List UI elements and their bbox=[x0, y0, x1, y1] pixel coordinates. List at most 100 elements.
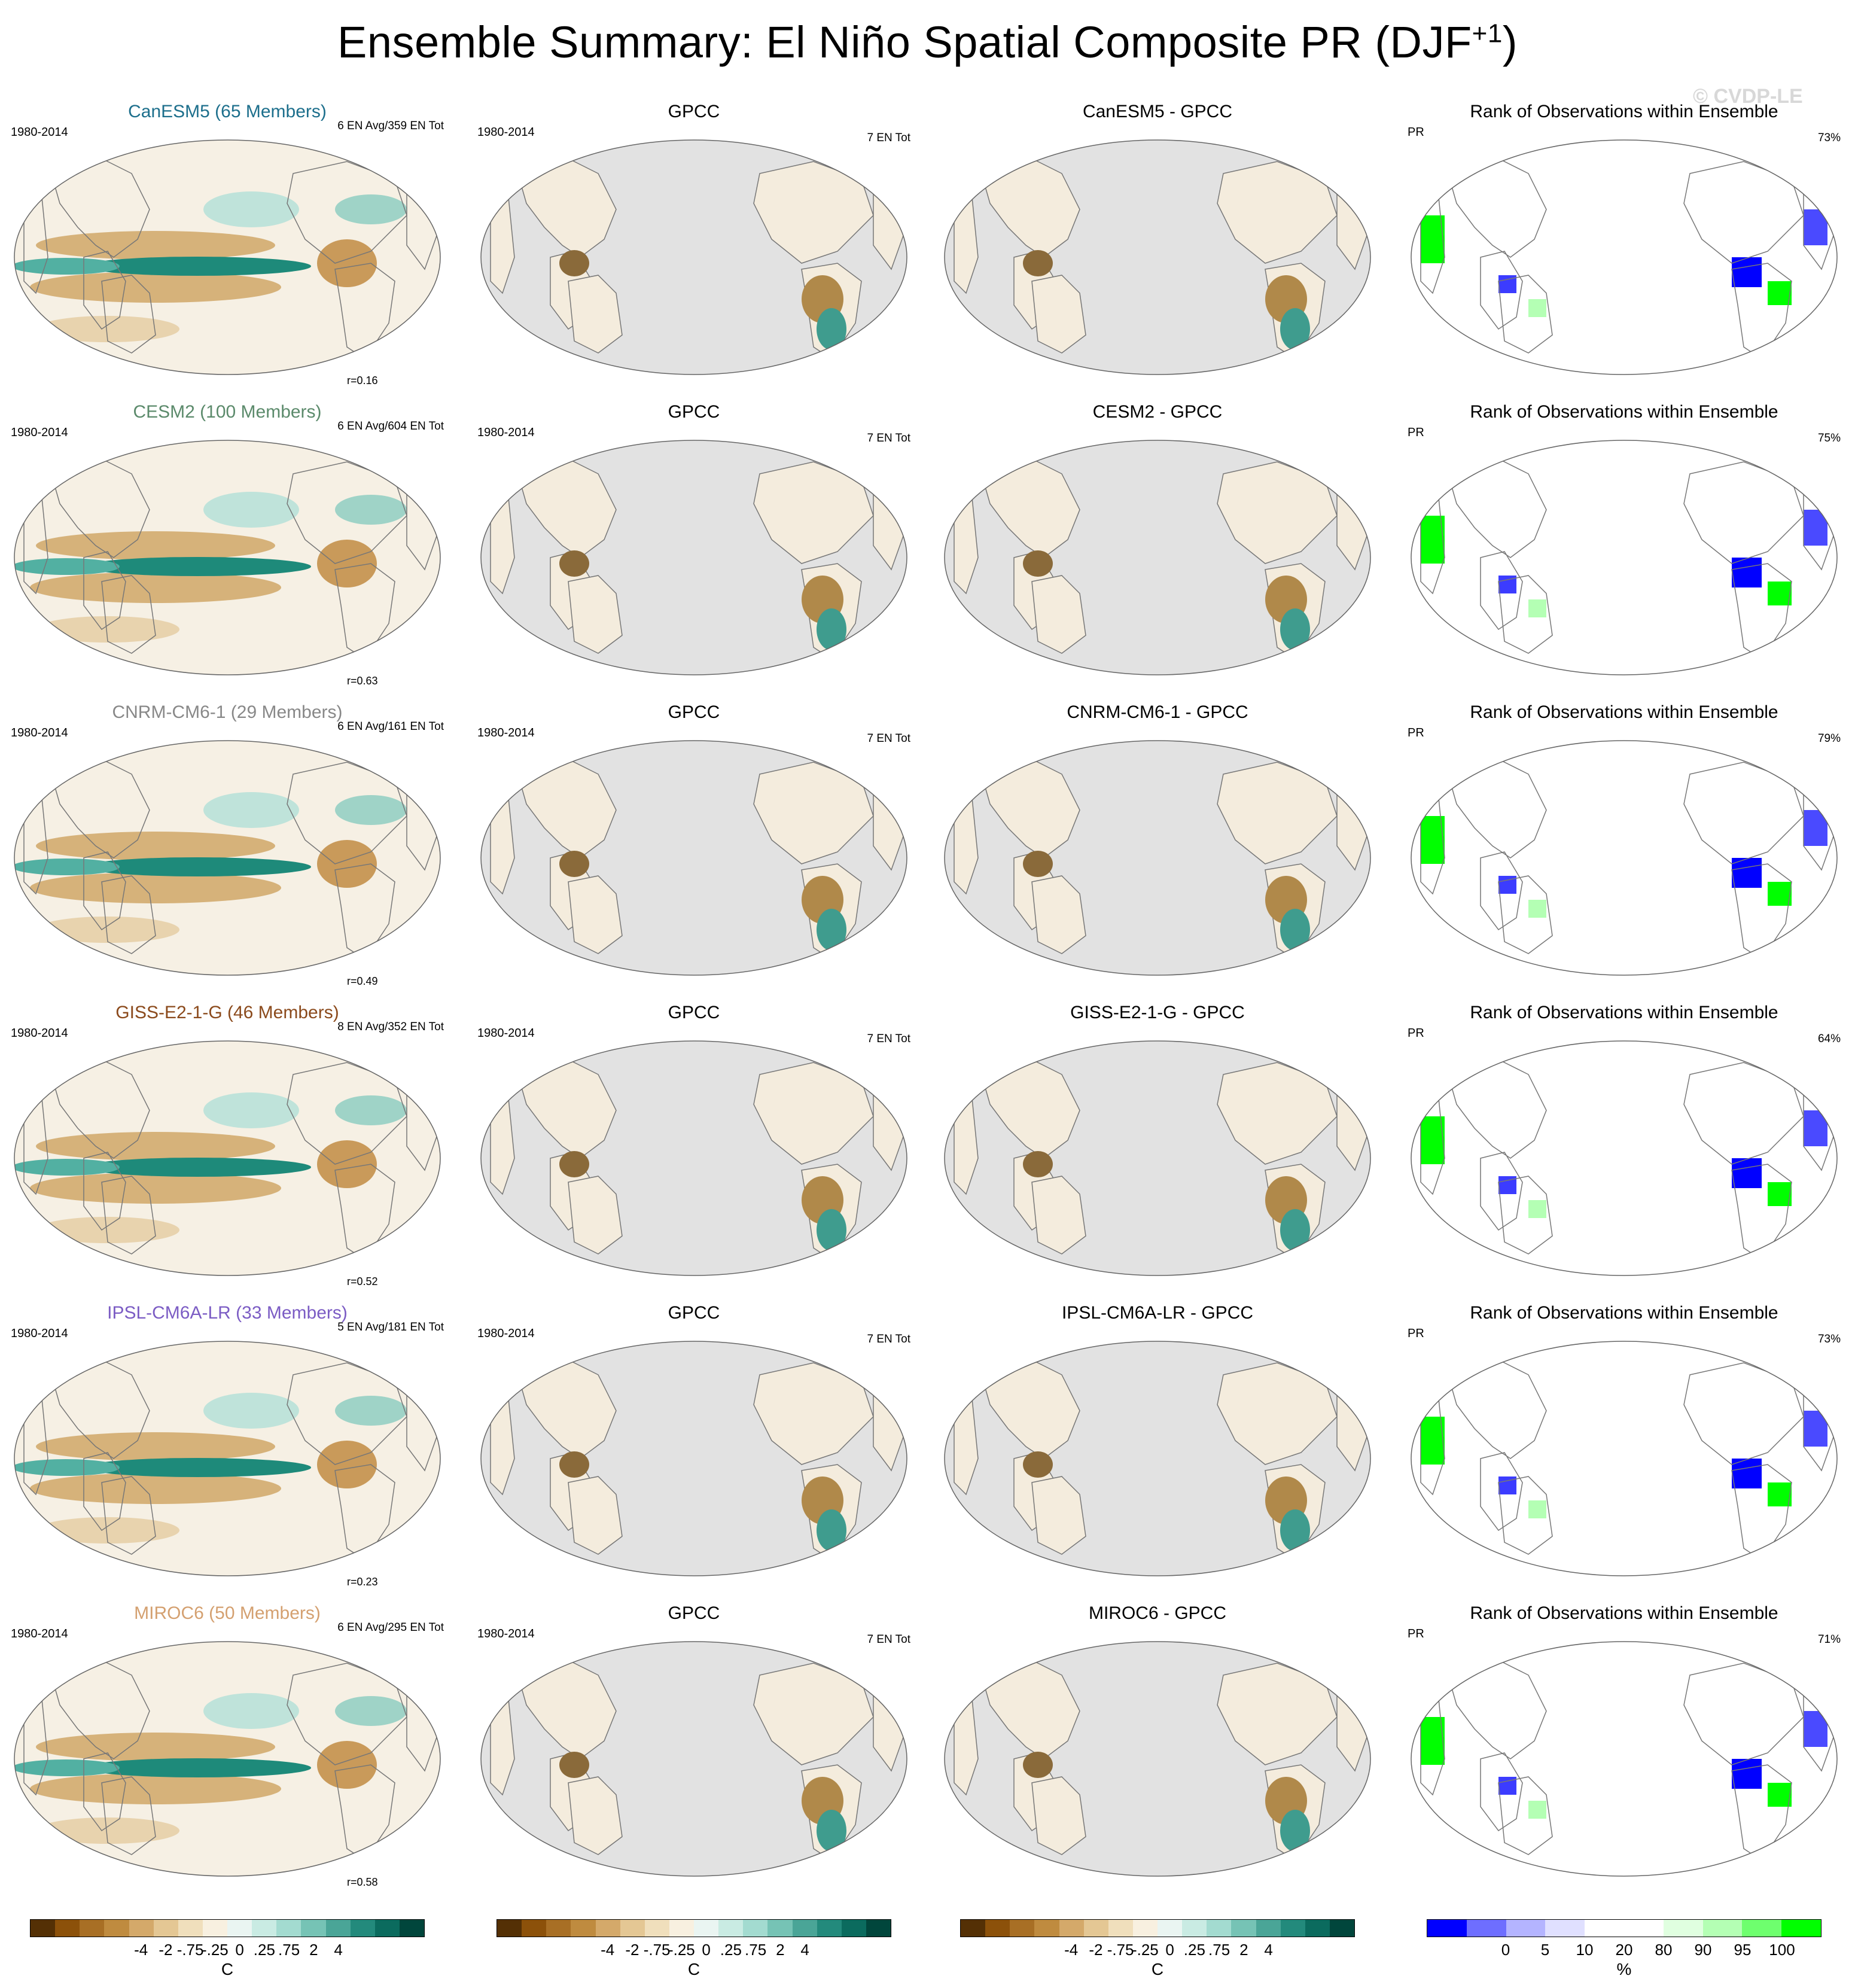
colorbar-box bbox=[694, 1920, 719, 1937]
robinson-map bbox=[1409, 1339, 1839, 1578]
colorbar-box bbox=[669, 1920, 694, 1937]
map-panel-diff: IPSL-CM6A-LR - GPCC bbox=[930, 1303, 1385, 1596]
colorbar-tick-label: .75 bbox=[1208, 1941, 1230, 1959]
map-panel-model: MIROC6 (50 Members) 1980-2014 6 EN Avg/295… bbox=[0, 1603, 455, 1896]
colorbar-box bbox=[718, 1920, 744, 1937]
colorbar-box bbox=[374, 1920, 400, 1937]
period-label: 1980-2014 bbox=[11, 1027, 68, 1040]
page-title: Ensemble Summary: El Niño Spatial Compos… bbox=[337, 17, 1518, 67]
colorbar-box bbox=[227, 1920, 252, 1937]
en-count-label: 7 EN Tot bbox=[867, 1033, 910, 1045]
obs-title: GPCC bbox=[668, 1303, 720, 1323]
en-count-label: 6 EN Avg/359 EN Tot bbox=[337, 120, 444, 132]
colorbar-tick-label: 2 bbox=[776, 1941, 785, 1959]
colorbar-tick-label: 20 bbox=[1615, 1941, 1633, 1959]
colorbar-box bbox=[792, 1920, 817, 1937]
robinson-map bbox=[479, 138, 909, 377]
colorbar-box bbox=[1182, 1920, 1207, 1937]
period-label: 1980-2014 bbox=[477, 126, 535, 139]
colorbar-box bbox=[620, 1920, 645, 1937]
colorbar-tick-label: 4 bbox=[1264, 1941, 1273, 1959]
rank-percent: 79% bbox=[1817, 732, 1841, 745]
map-panel-model: IPSL-CM6A-LR (33 Members) 1980-2014 5 EN A… bbox=[0, 1303, 455, 1596]
pattern-correlation: r=0.23 bbox=[347, 1576, 378, 1588]
colorbar-box bbox=[104, 1920, 129, 1937]
colorbar-unit: C bbox=[221, 1960, 234, 1978]
robinson-map bbox=[942, 738, 1373, 978]
en-count-label: 5 EN Avg/181 EN Tot bbox=[337, 1321, 444, 1334]
colorbar-box bbox=[325, 1920, 351, 1937]
colorbar-unit: C bbox=[1151, 1960, 1164, 1978]
rank-title: Rank of Observations within Ensemble bbox=[1470, 402, 1778, 422]
robinson-map bbox=[1409, 738, 1839, 978]
colorbar-box bbox=[350, 1920, 375, 1937]
period-label: 1980-2014 bbox=[477, 426, 535, 439]
colorbar-box bbox=[1305, 1920, 1330, 1937]
colorbar-tick-label: -.75 bbox=[176, 1941, 204, 1959]
robinson-map bbox=[942, 1039, 1373, 1278]
period-label: 1980-2014 bbox=[11, 1627, 68, 1640]
map-panel-gpcc: GPCC 1980-2014 7 EN Tot bbox=[467, 402, 921, 695]
colorbar-tick-label: -.25 bbox=[1131, 1941, 1159, 1959]
colorbar-box bbox=[571, 1920, 596, 1937]
robinson-map bbox=[479, 1639, 909, 1879]
robinson-map bbox=[479, 438, 909, 677]
map-panel-gpcc: GPCC 1980-2014 7 EN Tot bbox=[467, 1003, 921, 1296]
difference-title: CESM2 - GPCC bbox=[1092, 402, 1223, 422]
map-panel-rank: Rank of Observations within Ensemble PR 73… bbox=[1397, 102, 1851, 395]
obs-title: GPCC bbox=[668, 102, 720, 121]
colorbar-box bbox=[985, 1920, 1010, 1937]
robinson-map bbox=[942, 138, 1373, 377]
period-label: 1980-2014 bbox=[477, 1627, 535, 1640]
pattern-correlation: r=0.58 bbox=[347, 1876, 378, 1888]
colorbar: -4 -2 -.75 -.25 0 .25.75 2 4 C bbox=[497, 1919, 891, 1985]
colorbar-box bbox=[817, 1920, 842, 1937]
colorbar: 0 5 10 20 80 90 95 100% bbox=[1427, 1919, 1822, 1985]
colorbar-tick-label: -2 bbox=[625, 1941, 639, 1959]
colorbar-box bbox=[399, 1920, 424, 1937]
obs-title: GPCC bbox=[668, 402, 720, 422]
colorbar-box bbox=[153, 1920, 178, 1937]
colorbar-tick-label: 2 bbox=[1239, 1941, 1248, 1959]
variable-label: PR bbox=[1408, 1327, 1424, 1340]
colorbar-tick-label: 10 bbox=[1576, 1941, 1594, 1959]
rank-title: Rank of Observations within Ensemble bbox=[1470, 1303, 1778, 1323]
colorbar-box bbox=[202, 1920, 227, 1937]
colorbar-box bbox=[1466, 1920, 1506, 1937]
rank-percent: 64% bbox=[1817, 1033, 1841, 1045]
difference-title: GISS-E2-1-G - GPCC bbox=[1070, 1003, 1245, 1022]
colorbar-box bbox=[767, 1920, 793, 1937]
colorbar-box bbox=[1132, 1920, 1158, 1937]
robinson-map bbox=[942, 438, 1373, 677]
colorbar-ticks: 0 5 10 20 80 90 95 100 bbox=[1427, 1941, 1822, 1959]
model-title: IPSL-CM6A-LR (33 Members) bbox=[107, 1303, 348, 1323]
colorbar-tick-label: -.75 bbox=[1107, 1941, 1134, 1959]
colorbar-box bbox=[55, 1920, 80, 1937]
colorbar-tick-label: 5 bbox=[1540, 1941, 1550, 1959]
colorbar-box bbox=[129, 1920, 154, 1937]
model-title: MIROC6 (50 Members) bbox=[134, 1603, 321, 1623]
map-panel-rank: Rank of Observations within Ensemble PR 75… bbox=[1397, 402, 1851, 695]
difference-title: CNRM-CM6-1 - GPCC bbox=[1067, 702, 1248, 722]
colorbar-box bbox=[1158, 1920, 1183, 1937]
colorbar-box bbox=[1663, 1920, 1703, 1937]
obs-title: GPCC bbox=[668, 1603, 720, 1623]
rank-title: Rank of Observations within Ensemble bbox=[1470, 1603, 1778, 1623]
robinson-map bbox=[12, 438, 443, 677]
map-panel-model: GISS-E2-1-G (46 Members) 1980-2014 8 EN Av… bbox=[0, 1003, 455, 1296]
colorbar: -4 -2 -.75 -.25 0 .25.75 2 4 C bbox=[960, 1919, 1355, 1985]
map-panel-diff: GISS-E2-1-G - GPCC bbox=[930, 1003, 1385, 1296]
colorbar-box bbox=[252, 1920, 277, 1937]
en-count-label: 7 EN Tot bbox=[867, 1633, 910, 1646]
variable-label: PR bbox=[1408, 1027, 1424, 1040]
colorbar-tick-label: 4 bbox=[334, 1941, 343, 1959]
colorbar-tick-label: 0 bbox=[1501, 1941, 1510, 1959]
map-panel-diff: CNRM-CM6-1 - GPCC bbox=[930, 702, 1385, 995]
rank-title: Rank of Observations within Ensemble bbox=[1470, 1003, 1778, 1022]
map-panel-diff: CanESM5 - GPCC bbox=[930, 102, 1385, 395]
robinson-map bbox=[12, 138, 443, 377]
pattern-correlation: r=0.63 bbox=[347, 675, 378, 687]
colorbar-box bbox=[1585, 1920, 1624, 1937]
colorbar-tick-label: -4 bbox=[1064, 1941, 1079, 1959]
colorbar-box bbox=[31, 1920, 56, 1937]
